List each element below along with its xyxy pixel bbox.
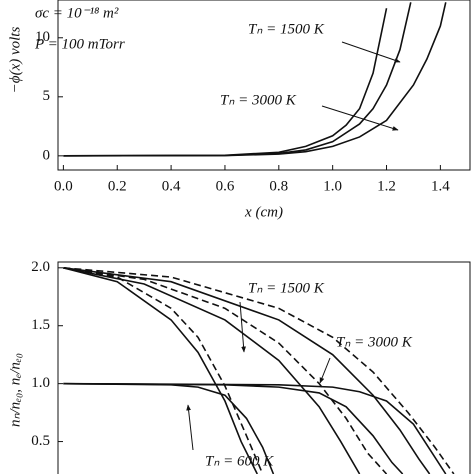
y-axis-label: nₙ/nₑ₀, nₑ/nₑ₀ <box>7 353 23 427</box>
arrow <box>186 404 194 451</box>
curve <box>63 382 447 474</box>
y-tick-label: 5 <box>43 88 51 104</box>
x-axis-label: x (cm) <box>244 204 283 220</box>
x-tick-label: 0.0 <box>54 178 73 194</box>
plot-frame <box>57 0 471 171</box>
annotation: Tₙ = 1500 K <box>248 21 325 37</box>
x-tick-label: 1.4 <box>431 178 450 194</box>
annotation: P = 100 mTorr <box>34 36 125 52</box>
x-tick-label: 1.0 <box>323 178 342 194</box>
curve <box>63 267 258 474</box>
x-tick-label: 0.8 <box>269 178 288 194</box>
y-tick-label: 0.5 <box>31 433 50 449</box>
y-tick-label: 0 <box>43 147 51 163</box>
plot-frame <box>57 261 471 474</box>
x-tick-label: 0.2 <box>108 178 127 194</box>
curve <box>63 267 361 474</box>
annotation: Tₙ = 600 K <box>205 453 274 469</box>
curve <box>63 2 412 157</box>
curve <box>63 266 455 474</box>
x-tick-label: 0.4 <box>162 178 181 194</box>
annotation: Tₙ = 3000 K <box>220 92 297 108</box>
curve <box>63 8 388 157</box>
y-tick-label: 10 <box>35 29 50 45</box>
curve <box>63 267 388 474</box>
arrow <box>321 105 399 131</box>
x-tick-label: 1.2 <box>377 178 396 194</box>
arrow <box>341 41 401 63</box>
y-tick-label: 1.5 <box>31 317 50 333</box>
x-tick-label: 0.6 <box>216 178 235 194</box>
curve <box>63 267 264 474</box>
y-axis-label: −ϕ(x) volts <box>7 27 23 94</box>
curve <box>63 2 447 157</box>
annotation: σc = 10⁻¹⁸ m² <box>35 5 119 21</box>
curve <box>63 266 431 474</box>
annotation: Tₙ = 3000 K <box>336 334 413 350</box>
y-tick-label: 1.0 <box>31 375 50 391</box>
arrow <box>239 301 246 353</box>
annotation: Tₙ = 1500 K <box>248 280 325 296</box>
y-tick-label: 2.0 <box>31 259 50 275</box>
arrow <box>319 357 331 384</box>
